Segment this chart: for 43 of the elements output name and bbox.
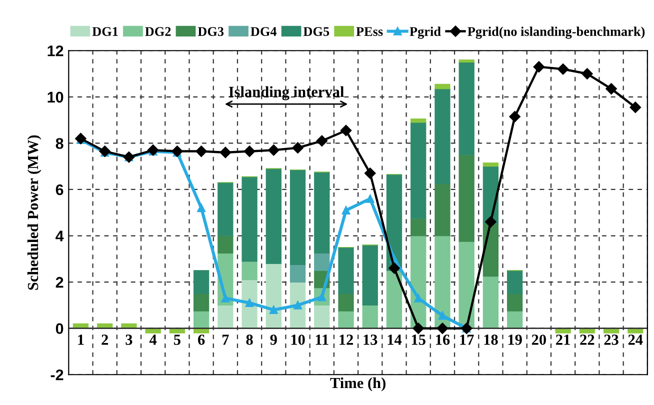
x-tick-label: 9 — [270, 334, 277, 345]
y-tick-label: 2 — [56, 276, 64, 288]
legend-label: DG2 — [145, 27, 171, 36]
y-tick-label: 8 — [56, 138, 64, 149]
x-tick-label: 5 — [174, 334, 180, 345]
y-tick-label: 12 — [48, 45, 64, 56]
x-tick-label: 22 — [580, 334, 594, 345]
legend-label: DG5 — [303, 27, 330, 36]
x-tick-label: 23 — [604, 334, 618, 345]
y-tick-label: 0 — [56, 323, 64, 334]
y-tick-label: 10 — [48, 92, 64, 103]
x-tick-label: 13 — [364, 334, 378, 345]
legend-label: DG3 — [198, 27, 224, 36]
x-tick-label: 3 — [126, 334, 132, 345]
x-tick-label: 2 — [102, 334, 108, 345]
x-tick-label: 6 — [198, 334, 205, 345]
x-tick-label: 12 — [340, 334, 353, 345]
x-tick-label: 14 — [388, 334, 402, 345]
x-tick-label: 19 — [508, 334, 522, 345]
y-axis-title: Scheduled Power (MW) — [27, 135, 42, 290]
x-tick-label: 21 — [556, 334, 570, 345]
x-tick-label: 15 — [412, 334, 426, 345]
x-tick-label: 16 — [436, 334, 450, 345]
x-tick-label: 1 — [78, 334, 84, 345]
x-tick-label: 11 — [316, 334, 328, 345]
legend-label: PEss — [356, 27, 383, 36]
x-tick-label: 18 — [484, 334, 498, 345]
x-tick-label: 8 — [246, 334, 253, 345]
annotation: Islanding interval — [228, 86, 344, 100]
y-tick-label: 6 — [56, 184, 64, 196]
x-axis-title: Time (h) — [330, 377, 386, 392]
x-tick-label: 24 — [628, 334, 643, 345]
y-tick-label: 4 — [56, 230, 64, 242]
x-tick-label: 7 — [222, 334, 229, 345]
y-tick-label: -2 — [50, 369, 64, 380]
legend-label: DG4 — [250, 27, 277, 36]
legend-label: DG1 — [92, 27, 118, 36]
x-tick-label: 4 — [149, 334, 157, 345]
x-tick-label: 10 — [291, 334, 305, 345]
x-tick-label: 17 — [460, 334, 474, 345]
legend-label: Pgrid(no islanding-benchmark) — [468, 26, 645, 39]
legend-label: Pgrid — [410, 26, 441, 39]
x-tick-label: 20 — [532, 334, 546, 345]
